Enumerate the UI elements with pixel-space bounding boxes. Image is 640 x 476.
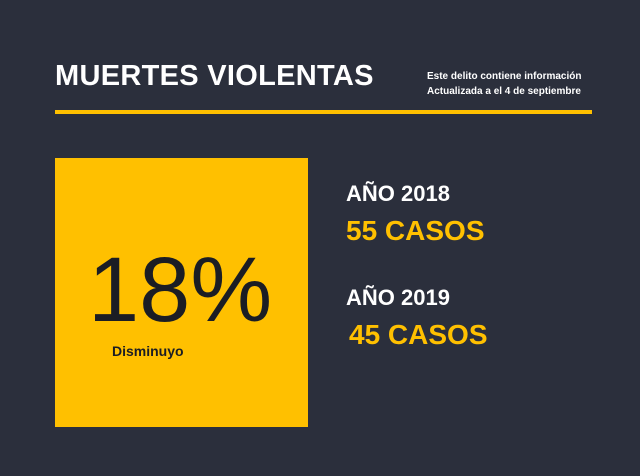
year-2019-label: AÑO 2019	[346, 285, 450, 310]
update-note-line-1: Este delito contiene información	[427, 71, 582, 82]
stat-card: 18% Disminuyo	[55, 158, 308, 427]
percentage-value: 18%	[88, 239, 273, 341]
year-2018-label: AÑO 2018	[346, 181, 450, 206]
title-underline	[55, 110, 592, 114]
year-2019-cases: 45 CASOS	[349, 319, 488, 350]
update-note-line-2: Actualizada a el 4 de septiembre	[427, 86, 581, 97]
page-title: MUERTES VIOLENTAS	[55, 60, 374, 92]
update-note: Este delito contiene información Actuali…	[427, 69, 581, 99]
percentage-label: Disminuyo	[112, 343, 184, 359]
year-2018-cases: 55 CASOS	[346, 215, 485, 246]
